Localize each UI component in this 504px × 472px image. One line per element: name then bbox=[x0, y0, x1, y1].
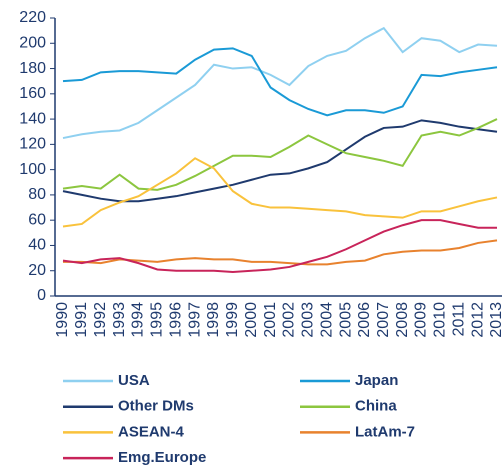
series-line bbox=[62, 118, 498, 191]
y-tick-label: 180 bbox=[19, 60, 46, 77]
y-tick-label: 120 bbox=[19, 136, 46, 153]
x-tick-label: 2013 bbox=[488, 302, 504, 338]
x-tick-label: 2012 bbox=[469, 302, 486, 338]
y-tick-label: 60 bbox=[28, 211, 46, 228]
legend-label: Emg.Europe bbox=[118, 449, 206, 466]
x-tick-label: 1994 bbox=[130, 302, 147, 338]
x-tick-label: 2009 bbox=[413, 302, 430, 338]
x-tick-label: 2010 bbox=[432, 302, 449, 338]
y-tick-label: 40 bbox=[28, 237, 46, 254]
x-tick-label: 1993 bbox=[111, 302, 128, 338]
x-tick-label: 2006 bbox=[356, 302, 373, 338]
x-tick-label: 1992 bbox=[92, 302, 109, 338]
y-tick-label: 140 bbox=[19, 110, 46, 127]
x-tick-label: 2008 bbox=[394, 302, 411, 338]
y-tick-label: 80 bbox=[28, 186, 46, 203]
x-tick-label: 1999 bbox=[224, 302, 241, 338]
legend-label: LatAm-7 bbox=[355, 423, 415, 440]
legend-label: China bbox=[355, 398, 397, 415]
y-tick-label: 100 bbox=[19, 161, 46, 178]
x-tick-label: 1998 bbox=[205, 302, 222, 338]
legend-label: Japan bbox=[355, 372, 398, 389]
x-tick-label: 2001 bbox=[262, 302, 279, 338]
series-line bbox=[62, 47, 498, 117]
legend-label: ASEAN-4 bbox=[118, 423, 185, 440]
x-tick-label: 1990 bbox=[54, 302, 71, 338]
legend-label: USA bbox=[118, 372, 150, 389]
x-tick-label: 2011 bbox=[450, 302, 467, 337]
y-tick-label: 0 bbox=[37, 287, 46, 304]
legend-label: Other DMs bbox=[118, 398, 194, 415]
y-tick-label: 220 bbox=[19, 9, 46, 26]
series-line bbox=[62, 157, 498, 228]
x-tick-label: 1997 bbox=[186, 302, 203, 338]
x-tick-label: 2003 bbox=[300, 302, 317, 338]
y-tick-label: 200 bbox=[19, 34, 46, 51]
x-tick-label: 1995 bbox=[149, 302, 166, 338]
series-line bbox=[62, 26, 498, 140]
x-tick-label: 2000 bbox=[243, 302, 260, 338]
x-tick-label: 1996 bbox=[167, 302, 184, 338]
x-tick-label: 2002 bbox=[281, 302, 298, 338]
x-tick-label: 2007 bbox=[375, 302, 392, 338]
x-tick-label: 2005 bbox=[337, 302, 354, 338]
series-line bbox=[62, 219, 497, 273]
series-line bbox=[62, 119, 498, 203]
y-tick-label: 160 bbox=[19, 85, 46, 102]
y-tick-label: 20 bbox=[28, 262, 46, 279]
x-tick-label: 1991 bbox=[73, 302, 90, 338]
x-tick-label: 2004 bbox=[318, 302, 335, 338]
series-line bbox=[63, 239, 498, 266]
